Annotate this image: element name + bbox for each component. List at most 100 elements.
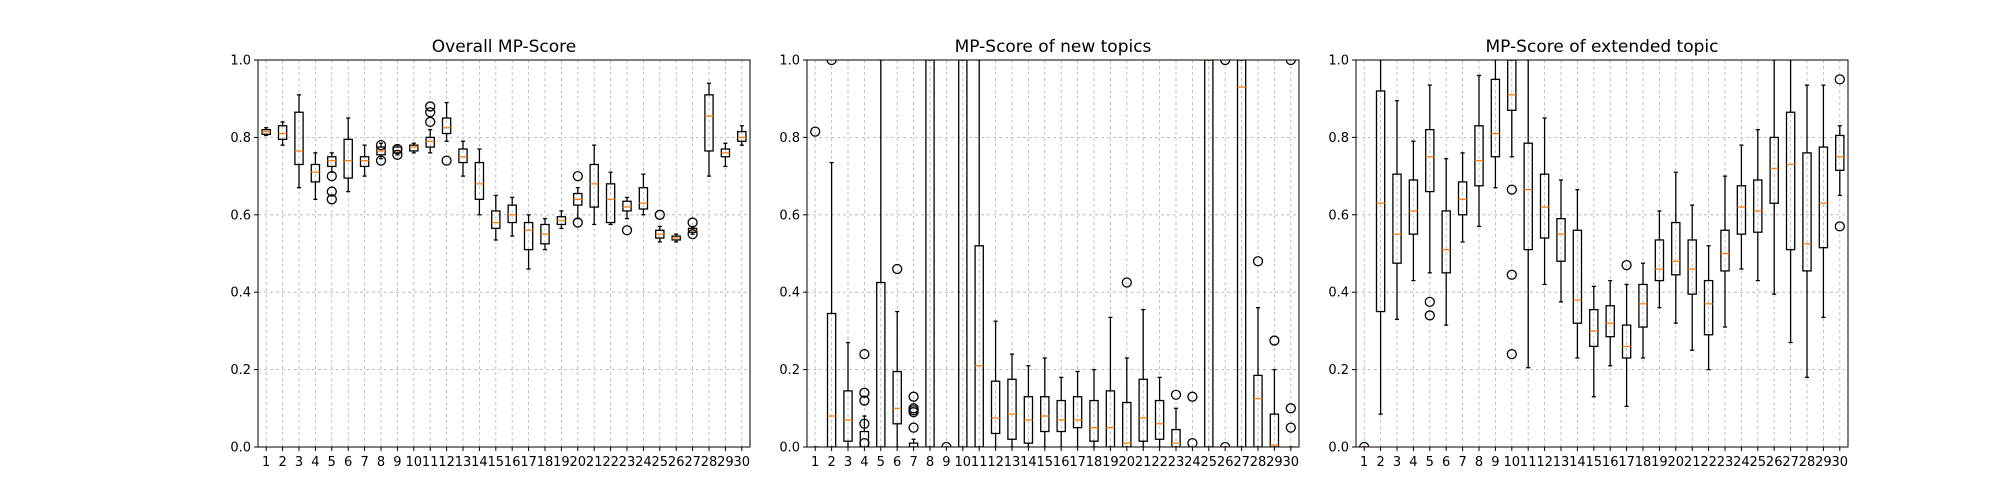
y-tick-label: 0.4: [230, 286, 251, 301]
box-body: [1204, 60, 1214, 447]
box-item-3: [1392, 99, 1402, 320]
outlier-point: [687, 217, 698, 228]
box-item-4: [1408, 140, 1419, 282]
outlier-point: [1834, 221, 1845, 232]
box-item-14: [474, 148, 485, 216]
box-item-25: [654, 209, 665, 243]
x-tick-label: 28: [1250, 455, 1267, 470]
outlier-point: [1506, 348, 1517, 360]
box-body: [990, 380, 1001, 435]
y-tick-label: 0.2: [1328, 363, 1349, 378]
box-item-30: [1834, 74, 1845, 232]
box-item-26: [671, 233, 681, 243]
box-body: [892, 370, 902, 425]
outlier-point: [1187, 437, 1198, 447]
chart-title: Overall MP-Score: [432, 37, 576, 57]
box-body: [359, 156, 370, 168]
x-tick-label: 5: [877, 455, 885, 470]
box-item-1: [261, 127, 271, 137]
x-tick-label: 17: [1618, 455, 1635, 470]
x-tick-label: 26: [1766, 455, 1783, 470]
box-body: [605, 183, 616, 224]
x-tick-label: 18: [1635, 455, 1652, 470]
chart-panel-3: 0.00.20.40.60.81.01 2 3 4 5 6 7 8 9 10 11 12 13 14 15 1…: [1328, 37, 1849, 470]
box-body: [1539, 173, 1550, 239]
box-item-22: [1703, 245, 1714, 371]
box-body: [1671, 221, 1681, 276]
box-item-12: [441, 101, 452, 166]
x-tick-label: 4: [1409, 455, 1417, 470]
x-tick-label: 1: [1360, 455, 1368, 470]
box-body: [1408, 179, 1419, 235]
outlier-point: [621, 225, 633, 236]
box-body: [1703, 279, 1714, 336]
box-body: [1236, 60, 1247, 447]
x-tick-label: 14: [1020, 455, 1037, 470]
x-tick-label: 5: [328, 455, 336, 470]
box-body: [1638, 283, 1648, 328]
box-item-27: [1785, 60, 1796, 344]
x-tick-label: 20: [570, 455, 587, 470]
outlier-point: [908, 422, 919, 433]
box-body: [343, 138, 353, 179]
box-item-5: [1424, 84, 1435, 321]
box-body: [1441, 210, 1451, 274]
x-tick-label: 15: [488, 455, 505, 470]
outlier-point: [1359, 441, 1370, 447]
x-tick-label: 12: [1536, 455, 1553, 470]
outlier-point: [392, 143, 403, 155]
box-item-28: [704, 82, 714, 177]
box-item-25: [1753, 129, 1763, 282]
box-body: [1269, 413, 1280, 447]
x-tick-label: 15: [1586, 455, 1603, 470]
x-tick-label: 14: [1569, 455, 1586, 470]
y-tick-label: 0.6: [230, 208, 251, 223]
outlier-point: [687, 228, 698, 240]
box-item-12: [1539, 117, 1550, 286]
box-item-29: [1818, 84, 1829, 319]
box-item-11: [425, 101, 436, 154]
box-body: [327, 156, 337, 168]
x-tick-label: 29: [717, 455, 734, 470]
x-tick-label: 16: [1602, 455, 1619, 470]
box-body: [1802, 152, 1812, 272]
box-body: [1425, 129, 1435, 193]
box-body: [876, 281, 886, 447]
axes-frame: [257, 59, 751, 448]
box-body: [523, 221, 534, 251]
box-item-10: [958, 60, 968, 447]
box-body: [1457, 181, 1468, 216]
outlier-point: [1834, 74, 1845, 85]
x-tick-label: 29: [1266, 455, 1283, 470]
box-item-20: [1121, 277, 1132, 447]
x-tick-label: 23: [1168, 455, 1185, 470]
x-tick-label: 24: [635, 455, 652, 470]
x-tick-label: 16: [1053, 455, 1070, 470]
x-tick-label: 12: [987, 455, 1004, 470]
box-item-22: [605, 171, 616, 226]
box-item-27: [1236, 60, 1247, 447]
outlier-point: [908, 391, 919, 402]
y-tick-label: 0.8: [1328, 131, 1349, 146]
y-tick-label: 1.0: [230, 54, 251, 69]
box-item-6: [892, 263, 903, 447]
x-tick-label: 11: [971, 455, 988, 470]
box-body: [925, 60, 935, 447]
x-tick-label: 5: [1426, 455, 1434, 470]
box-item-9: [1490, 60, 1501, 189]
box-item-21: [1687, 204, 1697, 351]
x-tick-label: 3: [1393, 455, 1401, 470]
outlier-point: [826, 60, 837, 66]
box-body: [294, 111, 304, 166]
box-item-3: [294, 94, 304, 189]
box-body: [474, 161, 485, 200]
box-body: [1138, 378, 1148, 442]
box-body: [1556, 218, 1566, 262]
x-tick-label: 2: [1376, 455, 1384, 470]
outlier-point: [810, 126, 821, 137]
outlier-point: [1424, 310, 1435, 321]
box-item-4: [310, 152, 321, 200]
x-tick-label: 2: [278, 455, 286, 470]
x-tick-label: 4: [311, 455, 319, 470]
box-item-13: [458, 140, 468, 177]
